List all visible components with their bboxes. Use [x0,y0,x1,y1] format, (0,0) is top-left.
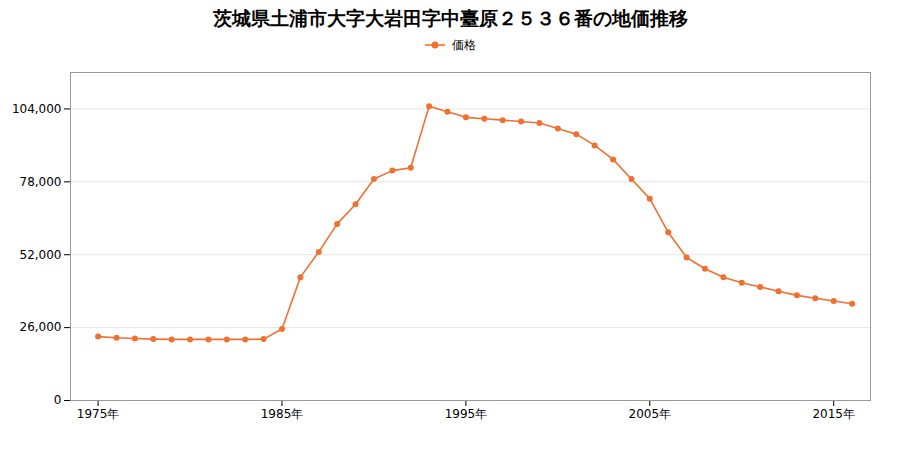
svg-text:1985年: 1985年 [261,407,304,421]
svg-text:0: 0 [54,393,62,407]
svg-text:1995年: 1995年 [445,407,488,421]
html-text:価格: 価格 [452,37,476,52]
svg-text:26,000: 26,000 [20,320,62,334]
svg-text:52,000: 52,000 [20,248,62,262]
svg-text:2015年: 2015年 [812,407,855,421]
html-text:茨城県土浦市大字大岩田字中臺原２５３６番の地価推移: 茨城県土浦市大字大岩田字中臺原２５３６番の地価推移 [212,7,688,29]
svg-text:1975年: 1975年 [77,407,120,421]
svg-text:104,000: 104,000 [12,102,62,116]
svg-text:2005年: 2005年 [629,407,672,421]
svg-text:78,000: 78,000 [20,175,62,189]
